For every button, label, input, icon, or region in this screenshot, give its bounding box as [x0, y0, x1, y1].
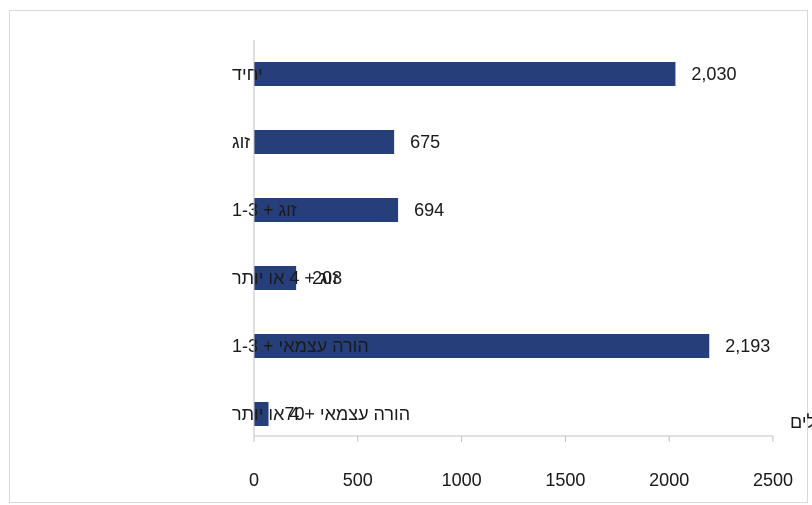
data-label: 2,030 — [691, 64, 736, 84]
chart-border — [9, 10, 808, 503]
data-label: 675 — [410, 132, 440, 152]
bar — [254, 266, 297, 290]
x-tick-label: 2500 — [753, 470, 793, 490]
x-tick-label: 1000 — [442, 470, 482, 490]
data-label: 70 — [285, 404, 305, 424]
data-label: 2,193 — [725, 336, 770, 356]
bar — [254, 62, 676, 86]
bar — [254, 334, 710, 358]
bar — [254, 130, 395, 154]
category-label: הורה עצמאי + 1-3 — [232, 336, 369, 356]
category-label: זוג + 4 או יותר — [232, 268, 338, 288]
bar — [254, 402, 269, 426]
category-label: זוג + 1-3 — [232, 200, 297, 220]
data-label: 694 — [414, 200, 444, 220]
x-axis-title: משקי בית של עולים — [790, 412, 812, 432]
bar — [254, 198, 399, 222]
data-label: 203 — [312, 268, 342, 288]
x-tick-label: 1500 — [545, 470, 585, 490]
x-tick-label: 500 — [343, 470, 373, 490]
x-tick-label: 2000 — [649, 470, 689, 490]
category-label: יחיד — [232, 64, 263, 84]
x-tick-label: 0 — [249, 470, 259, 490]
category-label: זוג — [232, 132, 250, 152]
category-label: הורה עצמאי + 4 או יותר — [232, 404, 410, 424]
